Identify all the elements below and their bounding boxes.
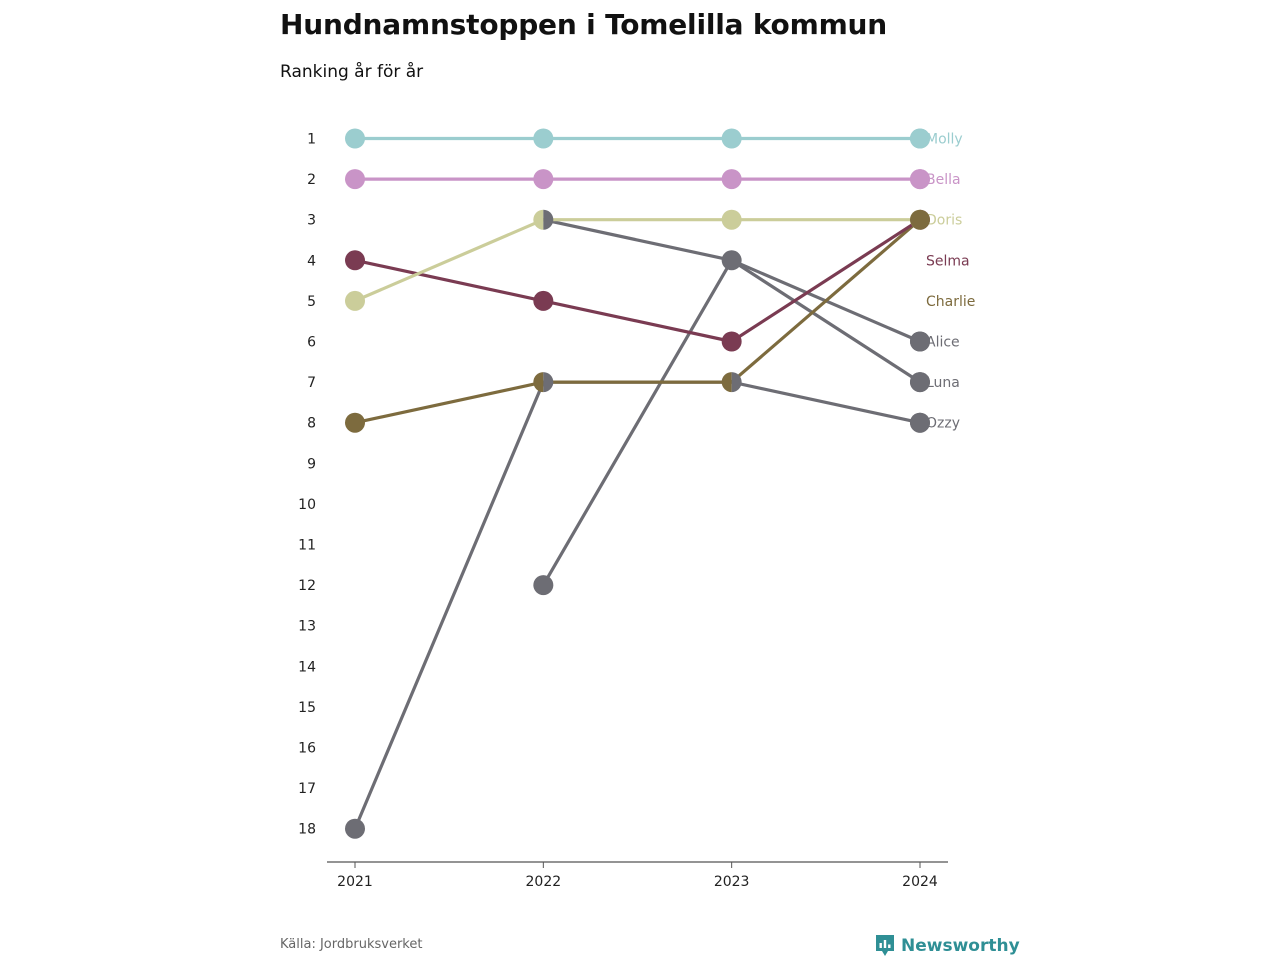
data-point-molly-2023 bbox=[721, 128, 742, 149]
newsworthy-logo-icon bbox=[876, 935, 894, 956]
data-point-selma-2021 bbox=[345, 250, 365, 271]
end-point-bella bbox=[909, 169, 930, 190]
series-label-luna: Luna bbox=[926, 375, 960, 391]
y-tick-label: 9 bbox=[307, 456, 316, 472]
x-axis-ticks: 2021 2022 2023 2024 bbox=[337, 862, 938, 890]
series-line-alice bbox=[541, 218, 922, 344]
series-label-ozzy: Ozzy bbox=[926, 416, 960, 432]
series-label-charlie: Charlie bbox=[926, 294, 975, 310]
y-tick-label: 2 bbox=[307, 172, 316, 188]
y-tick-label: 12 bbox=[298, 578, 316, 594]
data-point-bella-2021 bbox=[345, 169, 365, 190]
x-tick-label: 2022 bbox=[526, 874, 562, 890]
y-tick-label: 10 bbox=[298, 497, 316, 513]
data-point-bella-2023 bbox=[721, 169, 742, 190]
y-tick-label: 5 bbox=[307, 294, 316, 310]
y-tick-label: 1 bbox=[307, 132, 316, 148]
data-point-charlie-2022 bbox=[533, 372, 544, 393]
chart-title: Hundnamnstoppen i Tomelilla kommun bbox=[280, 8, 888, 41]
y-tick-label: 8 bbox=[307, 416, 316, 432]
y-tick-label: 7 bbox=[307, 375, 316, 391]
y-tick-label: 4 bbox=[307, 253, 316, 269]
data-point-doris-2023 bbox=[721, 209, 742, 230]
source-note: Källa: Jordbruksverket bbox=[280, 937, 423, 952]
series-line-ozzy bbox=[353, 380, 922, 831]
y-tick-label: 14 bbox=[298, 659, 316, 675]
data-point-selma-2022 bbox=[533, 290, 554, 311]
x-tick-label: 2023 bbox=[714, 874, 750, 890]
y-tick-label: 18 bbox=[298, 822, 316, 838]
data-point-ozzy-2022 bbox=[543, 372, 554, 393]
y-tick-label: 11 bbox=[298, 538, 316, 554]
series-label-doris: Doris bbox=[926, 213, 962, 229]
end-point-doris-selma-charlie bbox=[909, 209, 930, 230]
data-point-doris-2022 bbox=[533, 209, 544, 230]
data-point-doris-2021 bbox=[345, 290, 365, 311]
data-point-charlie-2023 bbox=[721, 372, 732, 393]
y-tick-label: 13 bbox=[298, 619, 316, 635]
series-lines bbox=[353, 136, 922, 831]
y-tick-label: 16 bbox=[298, 741, 316, 757]
brand-name: Newsworthy bbox=[901, 936, 1020, 956]
y-tick-label: 6 bbox=[307, 335, 316, 351]
end-point-overlay bbox=[909, 128, 930, 433]
data-point-molly-2022 bbox=[533, 128, 554, 149]
x-tick-label: 2024 bbox=[902, 874, 938, 890]
series-label-alice: Alice bbox=[926, 335, 960, 351]
data-point-luna-2022 bbox=[533, 575, 554, 596]
data-point-ozzy-2023 bbox=[731, 372, 742, 393]
series-label-bella: Bella bbox=[926, 172, 961, 188]
chart-subtitle: Ranking år för år bbox=[280, 62, 424, 82]
series-points bbox=[345, 128, 930, 839]
y-tick-label: 17 bbox=[298, 781, 316, 797]
data-point-charlie-2021 bbox=[345, 412, 365, 433]
end-point-alice bbox=[909, 331, 930, 352]
series-label-molly: Molly bbox=[926, 132, 963, 148]
series-line-doris bbox=[353, 218, 922, 303]
series-label-selma: Selma bbox=[926, 253, 970, 269]
data-point-bella-2022 bbox=[533, 169, 554, 190]
series-line-luna bbox=[541, 258, 922, 587]
end-point-molly bbox=[909, 128, 930, 149]
x-tick-label: 2021 bbox=[337, 874, 373, 890]
data-point-alice-2022 bbox=[543, 209, 554, 230]
end-point-luna bbox=[909, 372, 930, 393]
data-point-ozzy-2021 bbox=[345, 818, 365, 839]
data-point-alice-luna-2023 bbox=[721, 250, 742, 271]
series-line-charlie bbox=[353, 218, 922, 425]
y-tick-label: 3 bbox=[307, 213, 316, 229]
data-point-selma-2023 bbox=[721, 331, 742, 352]
brand-logo: Newsworthy bbox=[875, 934, 1020, 958]
y-tick-label: 15 bbox=[298, 700, 316, 716]
series-line-selma bbox=[353, 218, 922, 344]
series-labels: Molly Bella Doris Selma Charlie Alice Luna Ozzy bbox=[926, 132, 975, 432]
data-point-molly-2021 bbox=[345, 128, 365, 149]
end-point-ozzy bbox=[909, 412, 930, 433]
